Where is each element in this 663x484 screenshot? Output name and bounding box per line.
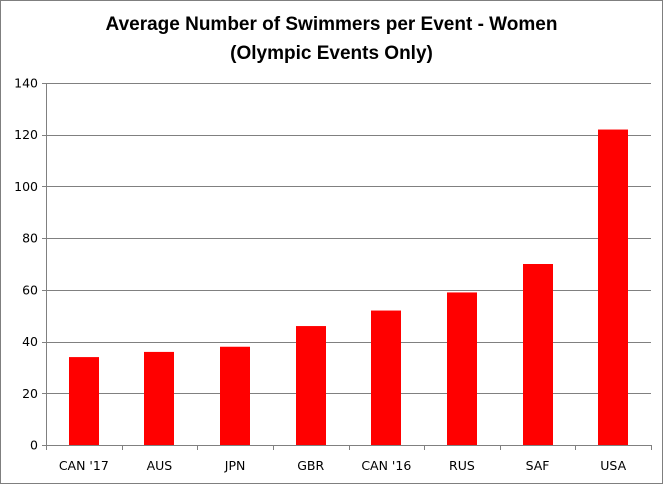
- y-tick-label: 40: [22, 334, 38, 349]
- bar: [447, 292, 477, 445]
- bar: [296, 326, 326, 445]
- bar: [144, 351, 174, 445]
- chart-title: Average Number of Swimmers per Event - W…: [0, 10, 663, 68]
- y-tick-label: 0: [30, 438, 38, 453]
- x-tick-label: CAN '17: [59, 458, 109, 473]
- bar: [371, 310, 401, 445]
- axes: [42, 83, 652, 450]
- y-tick-label: 60: [22, 282, 38, 297]
- x-tick-label: USA: [600, 458, 626, 473]
- bar: [598, 129, 628, 446]
- y-tick-label: 20: [22, 386, 38, 401]
- bar: [69, 357, 99, 445]
- chart-title-line2: (Olympic Events Only): [230, 43, 433, 64]
- x-tick-labels: CAN '17 AUS JPN GBR CAN '16 RUS SAF USA: [59, 458, 627, 473]
- y-tick-label: 100: [14, 179, 38, 194]
- x-tick-label: SAF: [526, 458, 550, 473]
- bar: [220, 346, 250, 445]
- y-tick-label: 80: [22, 231, 38, 246]
- x-tick-label: GBR: [297, 458, 324, 473]
- bars: [69, 129, 628, 446]
- bar: [523, 264, 553, 445]
- y-tick-label: 140: [14, 76, 38, 91]
- y-tick-label: 120: [14, 127, 38, 142]
- y-tick-labels: 0 20 40 60 80 100 120 140: [14, 76, 38, 453]
- x-tick-label: RUS: [449, 458, 475, 473]
- x-tick-label: JPN: [224, 458, 246, 473]
- x-tick-label: AUS: [147, 458, 173, 473]
- x-tick-label: CAN '16: [361, 458, 411, 473]
- chart-title-line1: Average Number of Swimmers per Event - W…: [105, 14, 558, 35]
- gridlines: [46, 83, 651, 394]
